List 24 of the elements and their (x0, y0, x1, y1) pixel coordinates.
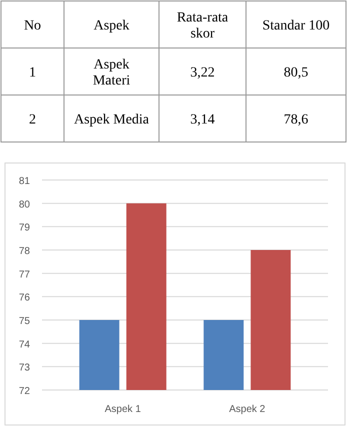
text: 78,6 (284, 112, 308, 128)
text: 80,5 (284, 66, 308, 80)
y-tick-label: 75 (18, 316, 30, 327)
text: Aspek Media (74, 112, 150, 128)
category-label: No (24, 18, 42, 34)
text: Aspek Materi (92, 58, 130, 88)
text: 3,14 (190, 112, 215, 128)
y-tick-label: 76 (18, 292, 30, 304)
category-label: Rata-rata skor (176, 10, 229, 42)
text: 1 (29, 66, 36, 80)
y-tick-label: 72 (18, 386, 30, 397)
y-tick-label: 81 (18, 176, 30, 187)
category-label: Aspek (94, 18, 130, 34)
y-tick-label: 79 (18, 222, 30, 234)
x-tick-label: Aspek 2 (229, 404, 266, 415)
text: 2 (29, 112, 36, 128)
y-tick-label: 74 (18, 339, 30, 350)
y-tick-label: 80 (18, 199, 30, 210)
y-tick-label: 73 (18, 362, 30, 374)
y-tick-label: 77 (18, 269, 30, 280)
text: 3,22 (190, 66, 215, 80)
y-tick-label: 78 (18, 246, 30, 257)
category-label: Standar 100 (262, 18, 330, 34)
x-tick-label: Aspek 1 (104, 404, 142, 415)
